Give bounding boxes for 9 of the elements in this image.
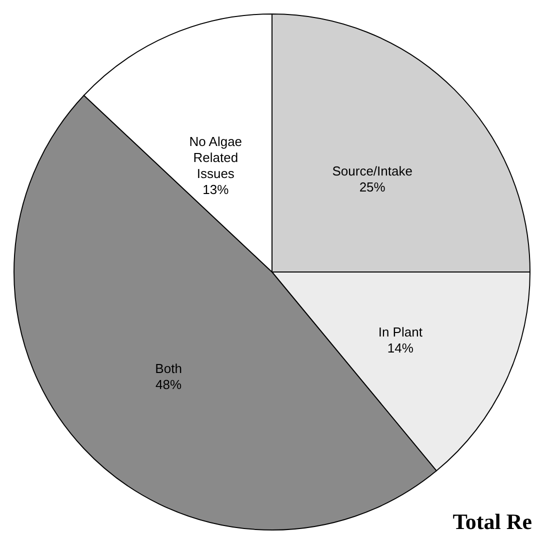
slice-label: In Plant <box>378 324 423 340</box>
slice-label: Both <box>155 361 182 376</box>
data-label: 25% <box>359 180 386 195</box>
slice-label: Source/Intake <box>332 164 412 179</box>
data-label: 48% <box>156 377 182 392</box>
data-label: 13% <box>202 182 230 197</box>
slice-label: No Algae Related Issues <box>189 134 242 181</box>
text: Total Re <box>452 509 532 534</box>
data-label: 14% <box>387 340 414 356</box>
